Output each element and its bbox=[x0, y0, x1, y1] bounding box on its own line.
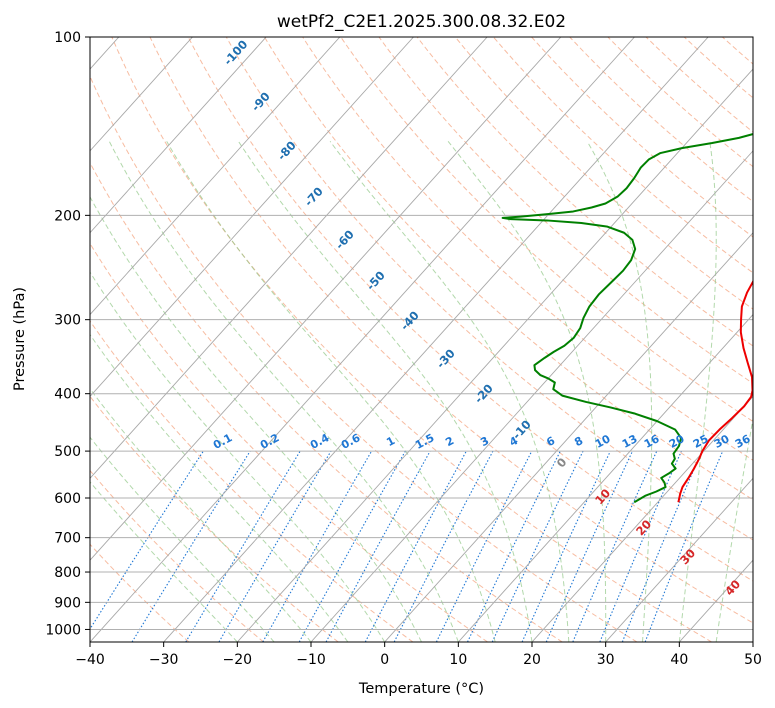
y-tick-label: 300 bbox=[54, 313, 81, 329]
mixing-ratio-line bbox=[131, 450, 251, 642]
isotherm-line bbox=[90, 37, 488, 479]
dry-adiabat-line bbox=[149, 37, 753, 624]
dry-adiabat-line bbox=[187, 37, 753, 582]
mixing-ratio-label: 25 bbox=[691, 432, 711, 451]
x-tick-label: 30 bbox=[597, 652, 615, 668]
dry-adiabat-line bbox=[264, 37, 753, 501]
mixing-ratio-line bbox=[599, 450, 682, 642]
x-tick-label: −40 bbox=[75, 652, 105, 668]
mixing-ratio-line bbox=[621, 450, 703, 642]
mixing-ratio-line bbox=[572, 450, 658, 642]
mixing-ratio-line bbox=[364, 450, 467, 642]
x-axis-label: Temperature (°C) bbox=[358, 681, 484, 697]
y-tick-label: 200 bbox=[54, 208, 81, 224]
x-tick-label: −10 bbox=[296, 652, 326, 668]
mixing-ratio-label: 10 bbox=[593, 432, 613, 451]
isotherm-line bbox=[384, 232, 753, 642]
mixing-ratio-line bbox=[298, 450, 406, 642]
y-tick-label: 700 bbox=[54, 531, 81, 547]
isotherm-line bbox=[90, 37, 635, 642]
x-tick-label: −30 bbox=[149, 652, 179, 668]
y-tick-label: 1000 bbox=[45, 622, 81, 638]
mixing-ratio-label: 36 bbox=[733, 432, 753, 451]
y-tick-label: 100 bbox=[54, 30, 81, 46]
y-axis-label: Pressure (hPa) bbox=[12, 287, 28, 391]
mixing-ratio-line bbox=[491, 450, 584, 642]
mixing-ratio-label: 20 bbox=[667, 432, 687, 451]
mixing-ratio-label: 30 bbox=[712, 432, 732, 451]
mixing-ratio-label: 13 bbox=[620, 432, 640, 451]
mixing-ratio-line bbox=[521, 450, 611, 642]
dry-adiabat-line bbox=[90, 469, 264, 642]
dry-adiabat-line bbox=[90, 242, 488, 642]
isotherm-line bbox=[310, 150, 753, 642]
dry-adiabat-line bbox=[90, 161, 563, 642]
x-tick-label: 20 bbox=[523, 652, 541, 668]
mixing-ratio-line bbox=[435, 450, 533, 642]
mixing-ratio-line bbox=[644, 450, 724, 642]
isotherm-line bbox=[163, 37, 709, 642]
mixing-ratio-line bbox=[185, 450, 301, 642]
dry-adiabat-line bbox=[416, 37, 753, 347]
mixing-ratio-line bbox=[90, 450, 204, 630]
dry-adiabat-line bbox=[111, 37, 712, 642]
chart-title: wetPf2_C2E1.2025.300.08.32.E02 bbox=[277, 12, 566, 32]
dry-adiabat-line bbox=[90, 395, 339, 642]
isotherm-line bbox=[90, 37, 341, 316]
dewpoint-profile-line bbox=[501, 133, 753, 504]
dry-adiabat-line bbox=[454, 37, 753, 310]
mixing-ratio-line bbox=[393, 450, 494, 642]
y-tick-label: 600 bbox=[54, 491, 81, 507]
y-tick-label: 900 bbox=[54, 595, 81, 611]
isotherm-line bbox=[90, 37, 267, 234]
isotherm-line bbox=[90, 37, 414, 398]
mixing-ratio-line bbox=[545, 450, 634, 642]
isotherm-line bbox=[236, 68, 753, 642]
temperature-profile-line bbox=[677, 279, 753, 503]
isotherm-line bbox=[531, 395, 753, 642]
y-tick-label: 500 bbox=[54, 444, 81, 460]
dry-adiabat-line bbox=[340, 37, 753, 423]
x-tick-label: −20 bbox=[223, 652, 253, 668]
mixing-ratio-label: 16 bbox=[642, 432, 662, 451]
x-tick-label: 10 bbox=[449, 652, 467, 668]
isotherm-line bbox=[605, 477, 753, 642]
y-tick-label: 800 bbox=[54, 565, 81, 581]
isotherm-line bbox=[90, 37, 562, 561]
mixing-ratio-line bbox=[467, 450, 561, 642]
isotherm-line bbox=[90, 37, 193, 152]
plot-frame bbox=[89, 36, 754, 643]
y-tick-label: 400 bbox=[54, 387, 81, 403]
mixing-ratio-line bbox=[325, 450, 431, 642]
x-tick-label: 0 bbox=[380, 652, 389, 668]
isotherm-line bbox=[457, 313, 753, 642]
x-tick-label: 50 bbox=[744, 652, 762, 668]
x-tick-label: 40 bbox=[670, 652, 688, 668]
dry-adiabat-line bbox=[90, 75, 638, 642]
